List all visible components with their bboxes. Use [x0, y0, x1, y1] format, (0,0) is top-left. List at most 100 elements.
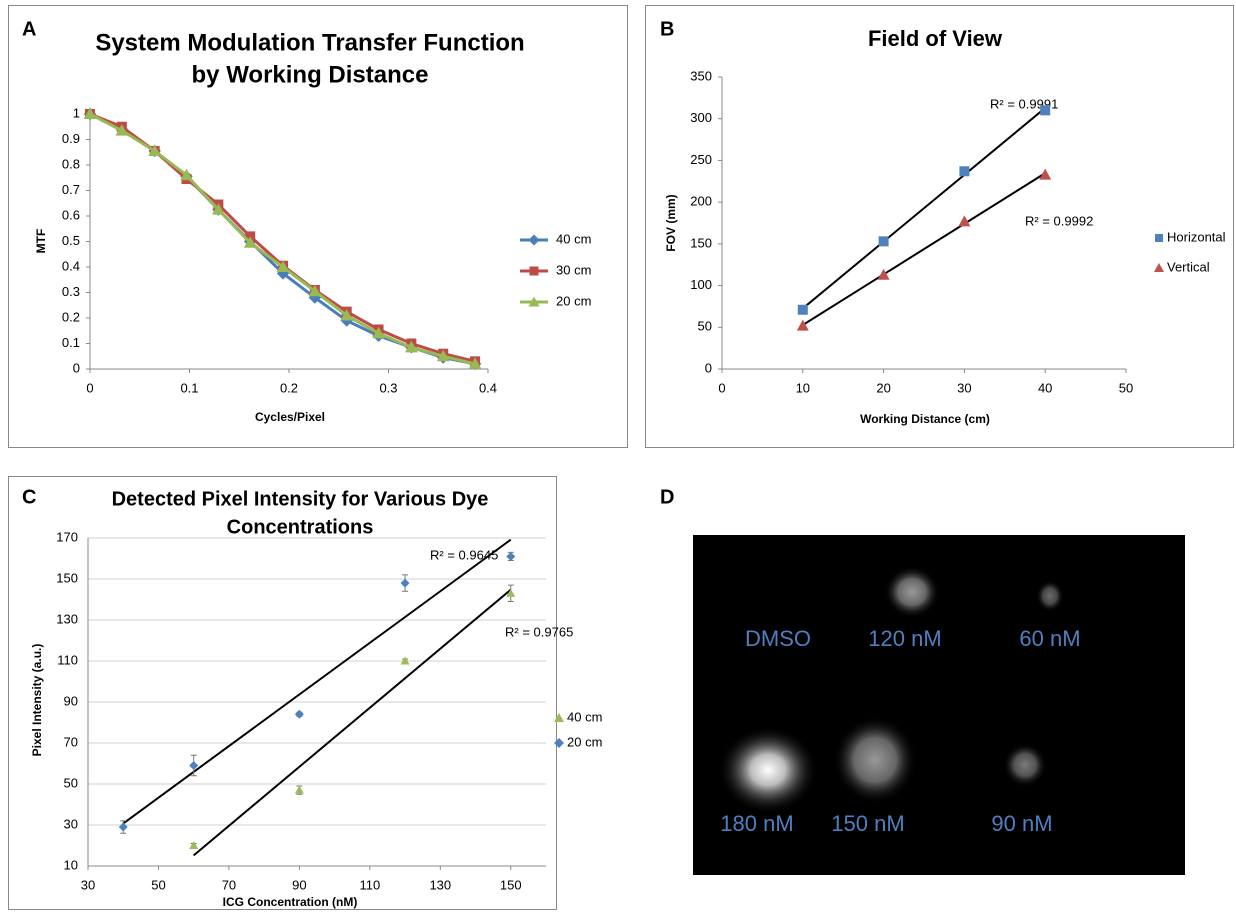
y-tick-label: 300: [690, 110, 712, 125]
y-tick-label: 250: [690, 152, 712, 167]
y-tick-label: 350: [690, 68, 712, 83]
y-tick-label: 0: [705, 360, 712, 375]
blob: [1036, 580, 1064, 612]
x-tick-label: 50: [151, 877, 165, 892]
y-tick-label: 50: [64, 775, 78, 790]
chart-title: by Working Distance: [192, 61, 429, 88]
legend-label: 40 cm: [556, 231, 591, 246]
y-axis-label: FOV (mm): [664, 194, 678, 251]
y-tick-label: 110: [57, 652, 78, 667]
panel-label: D: [660, 486, 674, 508]
marker: [189, 841, 198, 849]
marker: [401, 579, 410, 588]
marker: [554, 713, 564, 722]
y-tick-label: 0.3: [62, 284, 80, 299]
panel-frame: [9, 477, 557, 910]
legend-label: 20 cm: [556, 293, 591, 308]
x-tick-label: 0.4: [479, 380, 497, 395]
legend-label: 30 cm: [556, 262, 591, 277]
y-tick-label: 1: [73, 105, 80, 120]
trendline: [123, 540, 511, 824]
image-label: 120 nM: [868, 626, 941, 651]
marker: [530, 267, 539, 276]
marker: [1039, 169, 1051, 180]
trendline-label: R² = 0.9992: [1025, 213, 1093, 228]
x-axis-label: ICG Concentration (nM): [223, 895, 358, 909]
x-tick-label: 20: [876, 380, 890, 395]
trendline-label: R² = 0.9765: [505, 624, 573, 639]
y-tick-label: 200: [690, 194, 712, 209]
marker: [529, 235, 540, 246]
x-tick-label: 150: [500, 877, 522, 892]
marker: [878, 269, 890, 280]
x-tick-label: 130: [429, 877, 451, 892]
x-axis-label: Cycles/Pixel: [255, 410, 325, 424]
x-tick-label: 0.2: [280, 380, 298, 395]
blob: [1003, 743, 1047, 787]
series-line: [90, 114, 475, 361]
figure: A System Modulation Transfer Function by W…: [0, 0, 1236, 914]
marker: [879, 236, 889, 246]
marker: [1155, 234, 1163, 242]
y-tick-label: 70: [64, 734, 78, 749]
marker: [295, 786, 304, 794]
x-tick-label: 0.1: [180, 380, 198, 395]
y-tick-label: 130: [56, 611, 78, 626]
blob: [718, 726, 818, 814]
marker: [1040, 105, 1050, 115]
x-tick-label: 0: [86, 380, 93, 395]
y-axis-label: Pixel Intensity (a.u.): [30, 644, 44, 757]
image-label: DMSO: [745, 626, 811, 651]
y-tick-label: 0.5: [62, 233, 80, 248]
blob: [884, 566, 940, 618]
x-axis-label: Working Distance (cm): [860, 412, 990, 426]
page: A System Modulation Transfer Function by W…: [0, 0, 1236, 914]
marker: [1154, 263, 1164, 272]
y-tick-label: 150: [690, 235, 712, 250]
x-tick-label: 40: [1038, 380, 1052, 395]
y-tick-label: 30: [64, 816, 78, 831]
marker: [506, 552, 515, 561]
x-tick-label: 50: [1119, 380, 1133, 395]
blob: [833, 716, 917, 804]
panel-label: B: [660, 18, 674, 40]
marker: [554, 738, 564, 748]
y-tick-label: 100: [690, 277, 712, 292]
marker: [295, 710, 304, 719]
series-line: [90, 114, 475, 364]
chart-title: Concentrations: [227, 516, 374, 538]
panel-frame: [646, 6, 1234, 448]
series-line: [90, 114, 475, 364]
legend-label: Vertical: [1167, 259, 1210, 274]
y-tick-label: 0.7: [62, 182, 80, 197]
panel-label: C: [22, 486, 36, 508]
x-tick-label: 70: [222, 877, 236, 892]
y-tick-label: 170: [56, 529, 78, 544]
image-label: 150 nM: [831, 811, 904, 836]
image-label: 60 nM: [1019, 626, 1080, 651]
y-tick-label: 0.4: [62, 258, 80, 273]
chart-title: System Modulation Transfer Function: [95, 29, 524, 56]
x-tick-label: 30: [81, 877, 95, 892]
marker: [959, 166, 969, 176]
y-tick-label: 0.8: [62, 156, 80, 171]
y-tick-label: 0.2: [62, 309, 80, 324]
y-tick-label: 10: [64, 857, 78, 872]
x-tick-label: 10: [796, 380, 810, 395]
trendline-label: R² = 0.9645: [430, 547, 498, 562]
y-tick-label: 150: [56, 570, 78, 585]
y-tick-label: 0: [73, 360, 80, 375]
legend-label: Horizontal: [1167, 229, 1226, 244]
x-tick-label: 0.3: [379, 380, 397, 395]
x-tick-label: 0: [718, 380, 725, 395]
x-tick-label: 90: [292, 877, 306, 892]
y-axis-label: MTF: [34, 229, 48, 254]
chart-title: Detected Pixel Intensity for Various Dye: [112, 488, 489, 510]
image-label: 90 nM: [991, 811, 1052, 836]
legend-label: 40 cm: [567, 709, 602, 724]
y-tick-label: 0.6: [62, 207, 80, 222]
marker: [119, 823, 128, 832]
y-tick-label: 90: [64, 693, 78, 708]
panel-label: A: [22, 18, 36, 40]
image-label: 180 nM: [720, 811, 793, 836]
